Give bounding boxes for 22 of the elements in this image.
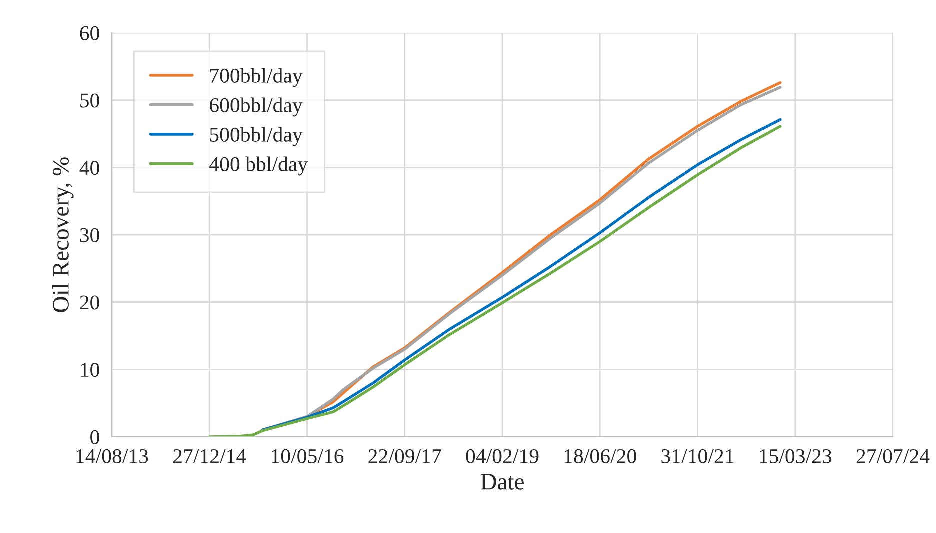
x-tick-label: 22/09/17 (368, 449, 442, 464)
x-tick-label: 14/08/13 (76, 449, 148, 464)
y-tick-label: 30 (80, 228, 100, 242)
y-tick-label: 0 (90, 430, 100, 444)
x-tick-label: 15/03/23 (760, 449, 832, 464)
x-tick-label: 18/06/20 (564, 449, 636, 464)
x-tick-label: 31/10/21 (662, 449, 734, 464)
legend-label: 500bbl/day (210, 127, 303, 146)
y-tick-label: 40 (80, 161, 100, 176)
x-axis-title: Date (480, 474, 524, 490)
x-tick-label: 04/02/19 (466, 449, 539, 464)
y-tick-label: 10 (81, 363, 100, 378)
x-tick-label: 27/07/24 (856, 449, 930, 464)
legend-label: 400 bbl/day (210, 156, 308, 176)
x-tick-label: 27/12/14 (174, 449, 246, 464)
y-tick-label: 50 (80, 94, 100, 108)
x-tick-label: 10/05/16 (272, 449, 344, 464)
y-tick-label: 60 (80, 26, 100, 40)
legend-label: 600bbl/day (210, 98, 303, 117)
y-axis-title: Oil Recovery, % (52, 158, 74, 312)
legend-label: 700bbl/day (210, 68, 303, 88)
y-tick-label: 20 (80, 296, 100, 310)
